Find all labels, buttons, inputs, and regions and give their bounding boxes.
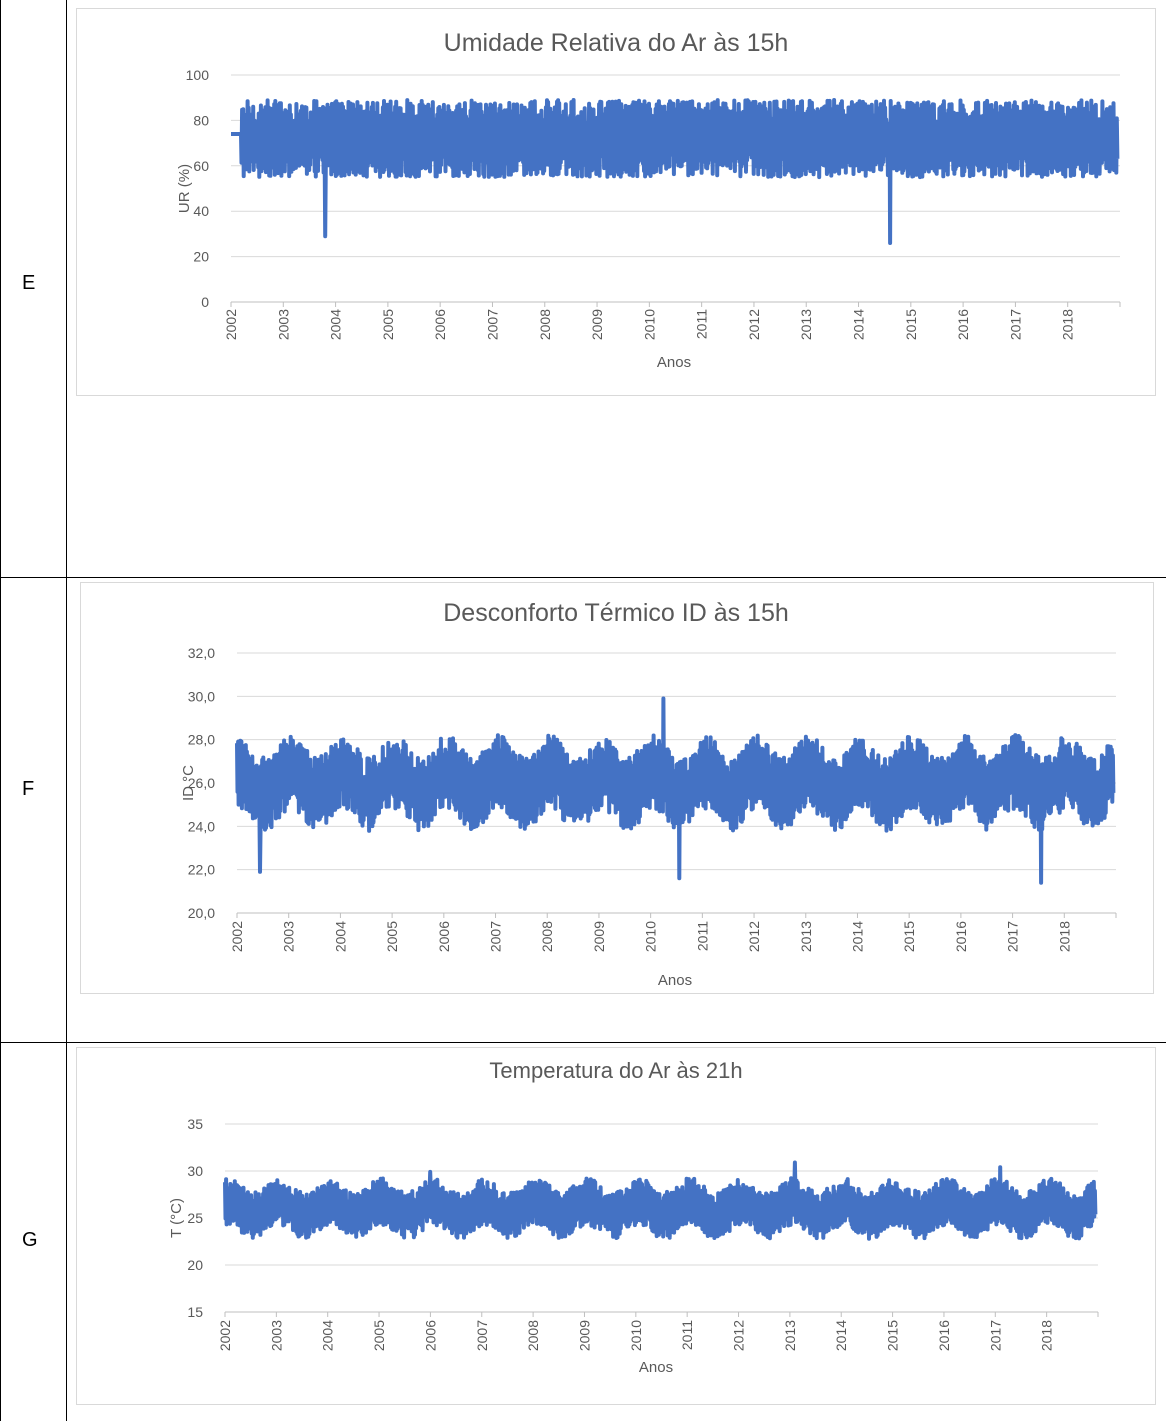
x-tick-label: 2009 xyxy=(591,921,607,952)
x-tick-label: 2008 xyxy=(539,921,555,952)
x-tick-label: 2007 xyxy=(484,309,500,340)
x-tick-label: 2010 xyxy=(643,921,659,952)
x-tick-label: 2004 xyxy=(332,921,348,952)
x-tick-label: 2007 xyxy=(488,921,504,952)
y-axis-label: ID °C xyxy=(180,765,197,801)
y-tick-label: 35 xyxy=(187,1116,203,1132)
x-tick-label: 2013 xyxy=(782,1320,798,1351)
x-tick-label: 2012 xyxy=(731,1320,747,1351)
row-label: G xyxy=(22,1229,38,1251)
column-divider xyxy=(66,0,67,577)
x-tick-label: 2003 xyxy=(268,1320,284,1351)
x-tick-label: 2017 xyxy=(987,1320,1003,1351)
x-tick-label: 2017 xyxy=(1007,309,1023,340)
x-tick-label: 2007 xyxy=(474,1320,490,1351)
y-tick-label: 100 xyxy=(186,67,210,83)
y-tick-label: 80 xyxy=(193,112,209,128)
y-tick-label: 30 xyxy=(187,1163,203,1179)
x-tick-label: 2013 xyxy=(798,921,814,952)
x-tick-label: 2008 xyxy=(525,1320,541,1351)
chart-humidity: Umidade Relativa do Ar às 15h 0 20 40 60 80 10… xyxy=(76,8,1156,396)
y-tick-label: 60 xyxy=(193,158,209,174)
y-tick-label: 20,0 xyxy=(188,905,215,921)
x-tick-label: 2005 xyxy=(384,921,400,952)
x-tick-label: 2004 xyxy=(328,309,344,340)
x-tick-label: 2018 xyxy=(1056,921,1072,952)
table-row: E Umidade Relativa do Ar às 15h 0 20 40 60 80… xyxy=(0,0,1166,577)
x-tick-label: 2002 xyxy=(217,1320,233,1351)
row-label: E xyxy=(22,272,36,294)
x-axis-label: Anos xyxy=(658,972,692,989)
x-tick-label: 2016 xyxy=(955,309,971,340)
x-tick-label: 2018 xyxy=(1060,309,1076,340)
x-tick-label: 2015 xyxy=(901,921,917,952)
x-tick-label: 2014 xyxy=(833,1320,849,1351)
x-tick-label: 2011 xyxy=(679,1320,695,1350)
y-tick-label: 20 xyxy=(187,1257,203,1273)
y-tick-label: 30,0 xyxy=(188,688,215,704)
chart-svg-air-temperature: Temperatura do Ar às 21h 15 20 25 30 35 2002 20… xyxy=(168,1058,1099,1376)
x-tick-label: 2016 xyxy=(936,1320,952,1351)
x-tick-label: 2006 xyxy=(422,1320,438,1351)
y-tick-label: 0 xyxy=(201,294,209,310)
chart-air-temperature: Temperatura do Ar às 21h 15 20 25 30 35 2002 20… xyxy=(76,1047,1156,1405)
series-line xyxy=(235,696,1116,885)
x-tick-label: 2014 xyxy=(849,921,865,952)
x-tick-label: 2003 xyxy=(281,921,297,952)
x-tick-label: 2012 xyxy=(746,309,762,340)
y-tick-label: 15 xyxy=(187,1304,203,1320)
x-tick-label: 2004 xyxy=(320,1320,336,1351)
x-tick-label: 2005 xyxy=(380,309,396,340)
table-row: F Desconforto Térmico ID às 15h 20,0 22,0 2… xyxy=(0,578,1166,1042)
x-tick-label: 2002 xyxy=(229,921,245,952)
column-divider xyxy=(66,578,67,1042)
series-line xyxy=(223,1160,1098,1241)
y-tick-label: 32,0 xyxy=(188,645,215,661)
x-tick-label: 2009 xyxy=(576,1320,592,1351)
y-axis-label: T (°C) xyxy=(168,1198,185,1238)
table-left-border xyxy=(0,0,1,1421)
x-tick-label: 2011 xyxy=(694,309,710,339)
x-tick-label: 2009 xyxy=(589,309,605,340)
x-tick-label: 2017 xyxy=(1005,921,1021,952)
x-tick-label: 2011 xyxy=(694,921,710,951)
x-tick-label: 2018 xyxy=(1039,1320,1055,1351)
row-label: F xyxy=(22,778,35,800)
chart-title: Temperatura do Ar às 21h xyxy=(489,1058,742,1083)
y-tick-label: 25 xyxy=(187,1210,203,1226)
chart-title: Desconforto Térmico ID às 15h xyxy=(443,599,789,627)
series-line xyxy=(229,98,1120,245)
y-tick-label: 20 xyxy=(193,249,209,265)
table-row: G Temperatura do Ar às 21h 15 20 25 30 35 2002… xyxy=(0,1043,1166,1421)
x-tick-label: 2003 xyxy=(275,309,291,340)
x-axis-label: Anos xyxy=(657,354,691,371)
chart-svg-humidity: Umidade Relativa do Ar às 15h 0 20 40 60 80 10… xyxy=(176,29,1121,371)
y-tick-label: 26,0 xyxy=(188,775,215,791)
y-tick-label: 24,0 xyxy=(188,818,215,834)
row-divider xyxy=(0,1042,1166,1043)
y-axis-label: UR (%) xyxy=(176,164,193,213)
x-tick-label: 2005 xyxy=(371,1320,387,1351)
x-tick-label: 2013 xyxy=(798,309,814,340)
y-tick-label: 28,0 xyxy=(188,732,215,748)
x-tick-label: 2016 xyxy=(953,921,969,952)
x-tick-label: 2006 xyxy=(436,921,452,952)
x-tick-label: 2015 xyxy=(885,1320,901,1351)
x-tick-label: 2012 xyxy=(746,921,762,952)
x-axis-label: Anos xyxy=(639,1359,673,1376)
row-divider xyxy=(0,577,1166,578)
x-tick-label: 2006 xyxy=(432,309,448,340)
y-tick-label: 40 xyxy=(193,203,209,219)
column-divider xyxy=(66,1043,67,1421)
chart-thermal-discomfort: Desconforto Térmico ID às 15h 20,0 22,0 24,… xyxy=(80,582,1154,994)
y-tick-label: 22,0 xyxy=(188,862,215,878)
x-tick-label: 2010 xyxy=(628,1320,644,1351)
x-tick-label: 2014 xyxy=(851,309,867,340)
chart-title: Umidade Relativa do Ar às 15h xyxy=(444,29,789,57)
chart-svg-thermal-discomfort: Desconforto Térmico ID às 15h 20,0 22,0 24,… xyxy=(180,599,1117,989)
x-tick-label: 2002 xyxy=(223,309,239,340)
x-tick-label: 2015 xyxy=(903,309,919,340)
x-tick-label: 2010 xyxy=(641,309,657,340)
x-tick-label: 2008 xyxy=(537,309,553,340)
